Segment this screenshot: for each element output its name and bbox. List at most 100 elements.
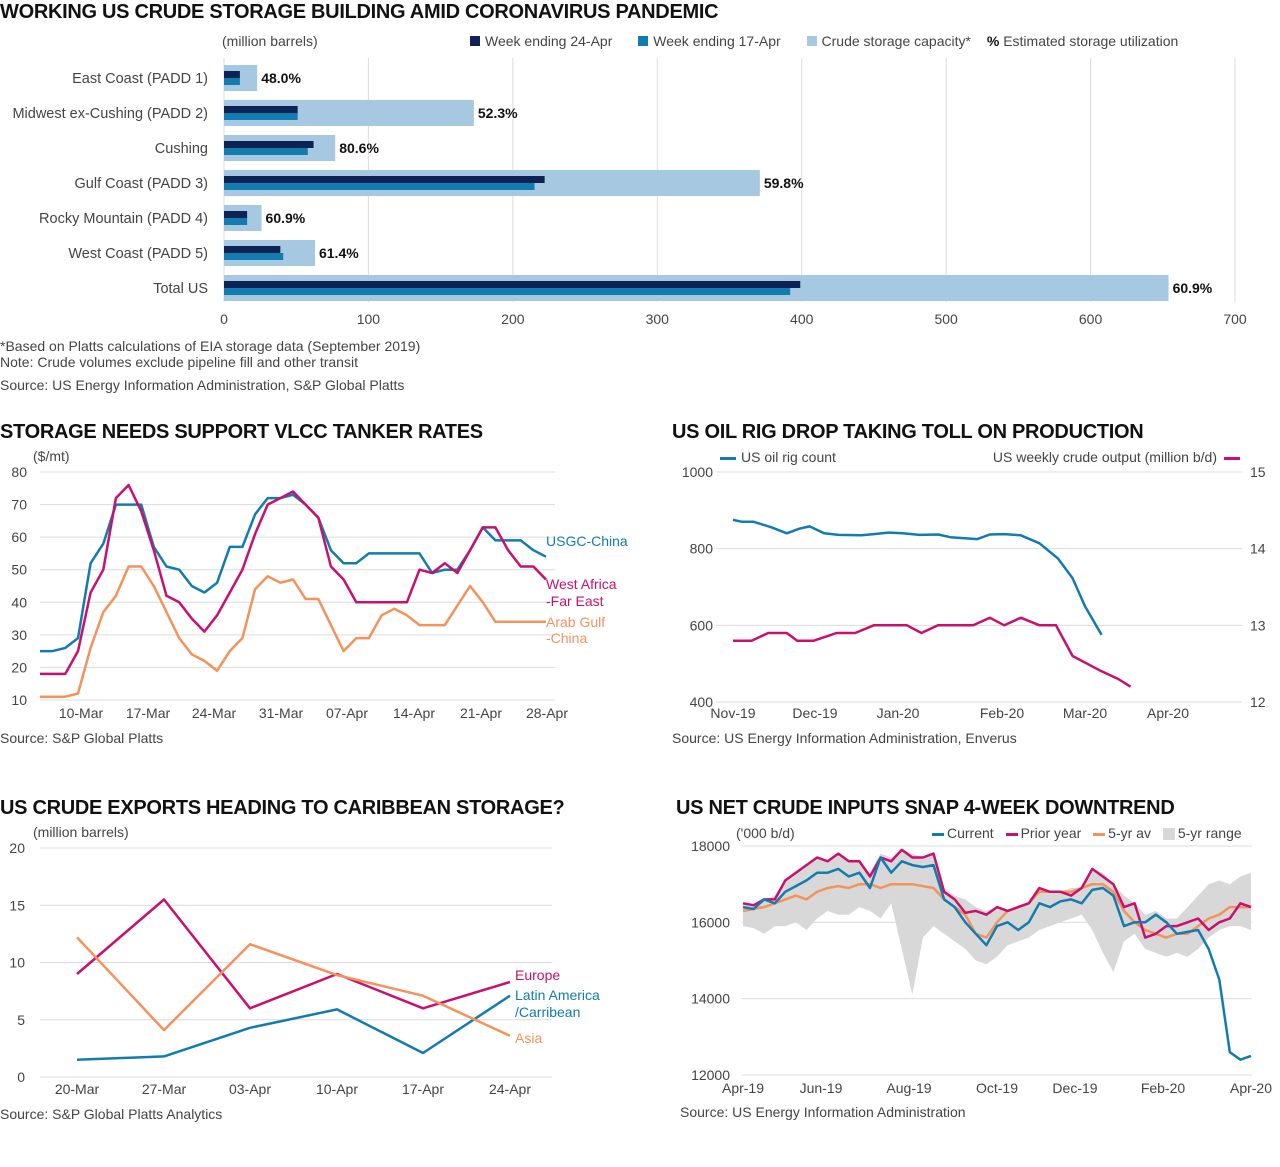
legend-label-24apr: Week ending 24-Apr: [485, 33, 613, 49]
inputs-x-tick: Jun-19: [800, 1080, 843, 1096]
rig-legend-right: US weekly crude output (million b/d): [993, 449, 1240, 465]
storage-utilization-label: 48.0%: [261, 70, 301, 86]
vlcc-series-label: -Far East: [546, 593, 604, 609]
legend-swatch-capacity: [806, 36, 817, 46]
vlcc-x-tick: 31-Mar: [259, 705, 304, 721]
storage-x-tick: 500: [934, 311, 958, 327]
vlcc-x-tick: 21-Apr: [460, 705, 502, 721]
storage-category-label: Gulf Coast (PADD 3): [75, 176, 209, 192]
storage-utilization-label: 60.9%: [1173, 280, 1213, 296]
storage-bar-17apr: [224, 78, 240, 85]
inputs-svg-y-tick: 16000: [691, 914, 730, 930]
storage-x-tick: 0: [220, 311, 228, 327]
rig-y-right-tick: 12: [1250, 694, 1266, 710]
storage-x-tick: 600: [1079, 311, 1103, 327]
storage-x-tick: 300: [646, 311, 670, 327]
storage-category-label: West Coast (PADD 5): [68, 246, 208, 262]
storage-utilization-label: 80.6%: [339, 140, 379, 156]
rig-legend-left: US oil rig count: [720, 449, 836, 465]
storage-bar-24apr: [224, 176, 545, 183]
exports-svg-y-tick: 0: [17, 1069, 25, 1085]
exports-svg-y-tick: 20: [9, 840, 25, 856]
storage-title: WORKING US CRUDE STORAGE BUILDING AMID C…: [0, 1, 719, 23]
storage-utilization-label: 59.8%: [764, 175, 804, 191]
vlcc-series-line: [40, 483, 547, 676]
inputs-x-tick: Feb-20: [1141, 1080, 1186, 1096]
inputs-svg-y-tick: 12000: [691, 1067, 730, 1083]
storage-unit-label: (million barrels): [222, 33, 318, 49]
exports-x-tick: 24-Apr: [489, 1081, 531, 1097]
legend-swatch-17apr: [638, 36, 649, 46]
rig-count-line: [732, 518, 1103, 636]
inputs-legend-line-current: [932, 832, 944, 836]
legend-label-utilization: Estimated storage utilization: [1003, 33, 1179, 49]
exports-chart: 0 5 10 15 20 20-Mar 27-Mar 03-Apr 10-Apr 17-Apr 24…: [9, 840, 600, 1097]
storage-bar-17apr: [224, 288, 791, 295]
vlcc-svg-y-tick: 70: [11, 497, 27, 513]
storage-source: Source: US Energy Information Administra…: [0, 377, 405, 393]
inputs-svg-y-tick: 18000: [691, 838, 730, 854]
exports-x-tick: 27-Mar: [142, 1081, 187, 1097]
inputs-legend-current: Current: [947, 825, 994, 841]
exports-source: Source: S&P Global Platts Analytics: [0, 1106, 223, 1122]
storage-bar-17apr: [224, 183, 535, 190]
rig-x-tick: Mar-20: [1063, 705, 1108, 721]
legend-label-capacity: Crude storage capacity*: [821, 33, 971, 49]
inputs-legend-prior: Prior year: [1020, 825, 1082, 841]
legend-swatch-24apr: [470, 36, 480, 46]
vlcc-source: Source: S&P Global Platts: [0, 730, 164, 746]
inputs-legend: Current Prior year 5-yr av 5-yr range: [932, 825, 1242, 841]
legend-pct-symbol: %: [986, 33, 1000, 49]
rig-x-tick: Apr-20: [1147, 705, 1189, 721]
vlcc-svg-y-tick: 80: [11, 464, 27, 480]
vlcc-x-tick: 28-Apr: [526, 705, 568, 721]
rig-title: US OIL RIG DROP TAKING TOLL ON PRODUCTIO…: [672, 421, 1144, 443]
exports-svg-y-tick: 15: [9, 897, 25, 913]
vlcc-x-tick: 07-Apr: [326, 705, 368, 721]
inputs-legend-range: 5-yr range: [1177, 825, 1242, 841]
storage-x-tick: 400: [790, 311, 814, 327]
rig-source: Source: US Energy Information Administra…: [672, 730, 1017, 746]
storage-utilization-label: 61.4%: [319, 245, 359, 261]
inputs-series-line: [742, 882, 1251, 939]
storage-bar-24apr: [224, 106, 298, 113]
storage-category-label: Rocky Mountain (PADD 4): [39, 211, 208, 227]
vlcc-series-line: [40, 565, 546, 698]
storage-bar-17apr: [224, 148, 308, 155]
exports-x-tick: 20-Mar: [55, 1081, 100, 1097]
inputs-title: US NET CRUDE INPUTS SNAP 4-WEEK DOWNTREN…: [676, 797, 1175, 819]
vlcc-series-label: USGC-China: [546, 533, 628, 549]
vlcc-unit-label: ($/mt): [33, 448, 70, 464]
rig-y-left-tick: 800: [690, 541, 714, 557]
inputs-legend-swatch-range: [1162, 828, 1175, 841]
inputs-x-tick: Dec-19: [1052, 1080, 1097, 1096]
vlcc-x-tick: 10-Mar: [59, 705, 104, 721]
storage-bar-24apr: [224, 141, 314, 148]
storage-x-tick: 200: [501, 311, 525, 327]
vlcc-chart: 10 20 30 40 50 60 70 80 10-Mar 17-Mar 24-Mar 31-Mar…: [11, 464, 628, 721]
inputs-x-tick: Apr-19: [722, 1080, 764, 1096]
exports-x-tick: 03-Apr: [229, 1081, 271, 1097]
storage-category-label: East Coast (PADD 1): [72, 71, 208, 87]
storage-x-tick: 100: [357, 311, 381, 327]
exports-svg-y-tick: 5: [17, 1012, 25, 1028]
inputs-svg-y-tick: 14000: [691, 991, 730, 1007]
storage-bar-17apr: [224, 218, 248, 225]
rig-x-tick: Nov-19: [710, 705, 755, 721]
rig-x-tick: Jan-20: [877, 705, 920, 721]
storage-bar-24apr: [224, 246, 281, 253]
rig-y-left-tick: 1000: [682, 464, 713, 480]
inputs-legend-line-avg: [1093, 832, 1106, 836]
rig-y-right-tick: 13: [1250, 617, 1266, 633]
vlcc-x-tick: 14-Apr: [393, 705, 435, 721]
vlcc-series-label: -China: [546, 630, 587, 646]
storage-footnote: *Based on Platts calculations of EIA sto…: [0, 338, 421, 354]
exports-x-tick: 17-Apr: [402, 1081, 444, 1097]
rig-output-line: [733, 616, 1132, 688]
exports-series-line: [76, 898, 511, 1010]
rig-x-tick: Dec-19: [792, 705, 837, 721]
inputs-series-line: [742, 856, 1252, 1061]
storage-utilization-label: 60.9%: [266, 210, 306, 226]
inputs-source: Source: US Energy Information Administra…: [680, 1104, 966, 1120]
storage-bar-24apr: [224, 211, 248, 218]
